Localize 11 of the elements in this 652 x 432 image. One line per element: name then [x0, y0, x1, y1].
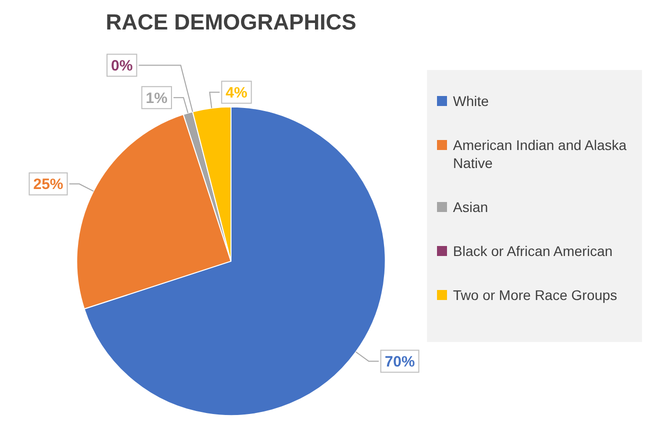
data-label: 4%	[226, 84, 248, 102]
data-label: 70%	[384, 353, 415, 370]
legend-label: American Indian and Alaska Native	[453, 136, 628, 172]
data-label: 1%	[146, 90, 168, 107]
data-label: 25%	[33, 176, 64, 194]
legend-label: Asian	[453, 198, 488, 216]
legend-label: White	[453, 92, 489, 110]
legend-label: Two or More Race Groups	[453, 286, 618, 304]
text: 0%	[111, 57, 133, 74]
legend-label: Black or African American	[453, 242, 613, 260]
chart-title: RACE DEMOGRAPHICS	[106, 9, 356, 34]
